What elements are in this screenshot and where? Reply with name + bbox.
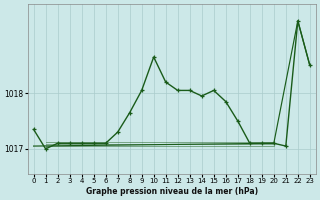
X-axis label: Graphe pression niveau de la mer (hPa): Graphe pression niveau de la mer (hPa)	[86, 187, 258, 196]
